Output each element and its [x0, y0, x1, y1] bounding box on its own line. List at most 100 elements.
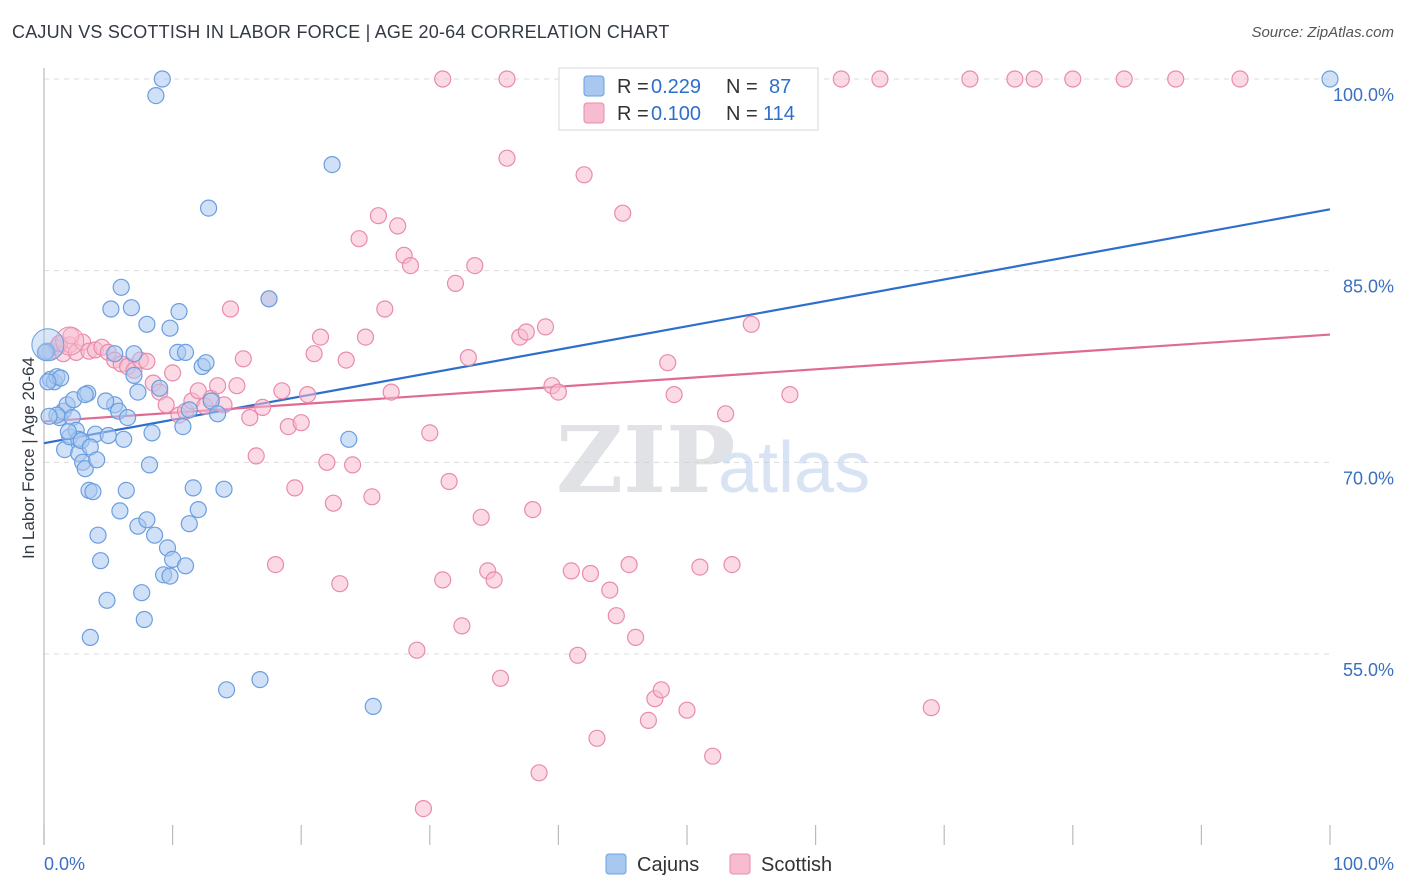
data-point-scottish	[350, 230, 368, 248]
data-point-cajuns	[189, 501, 207, 519]
data-point-scottish	[247, 447, 265, 465]
data-point-cajuns	[153, 70, 171, 88]
data-point-cajuns	[129, 383, 147, 401]
data-point-scottish	[299, 386, 317, 404]
data-point-scottish	[601, 581, 619, 599]
data-point-scottish	[472, 508, 490, 526]
data-point-cajuns	[125, 366, 143, 384]
data-point-scottish	[614, 204, 632, 222]
data-point-scottish	[434, 571, 452, 589]
data-point-scottish	[62, 327, 80, 345]
data-point-scottish	[157, 396, 175, 414]
data-point-scottish	[414, 799, 432, 818]
data-point-cajuns	[1321, 70, 1339, 88]
data-point-cajuns	[99, 426, 117, 445]
data-point-scottish	[575, 166, 593, 184]
data-point-scottish	[221, 300, 240, 318]
gridlines	[44, 78, 1330, 655]
data-point-cajuns	[59, 423, 78, 441]
data-point-scottish	[549, 383, 568, 401]
data-point-scottish	[723, 555, 741, 574]
data-point-cajuns	[115, 430, 133, 448]
data-point-scottish	[408, 641, 426, 659]
data-point-scottish	[832, 70, 850, 88]
data-point-scottish	[871, 70, 889, 88]
data-point-scottish	[369, 207, 387, 225]
x-tick-label: 100.0%	[1333, 854, 1394, 874]
data-point-scottish	[691, 558, 709, 576]
data-point-scottish	[209, 377, 227, 395]
legend-r-label-scottish: R =	[617, 103, 649, 125]
data-point-cajuns	[138, 511, 156, 529]
data-point-scottish	[266, 555, 285, 574]
data-point-scottish	[363, 488, 381, 506]
data-point-cajuns	[151, 379, 169, 397]
data-point-cajuns	[176, 557, 195, 575]
data-point-cajuns	[84, 483, 102, 501]
data-point-cajuns	[180, 515, 198, 533]
data-point-scottish	[382, 383, 400, 401]
data-point-cajuns	[118, 409, 137, 427]
data-point-scottish	[292, 414, 310, 432]
data-point-cajuns	[91, 552, 110, 570]
y-axis-title: In Labor Force | Age 20-64	[19, 357, 38, 559]
data-point-cajuns	[76, 460, 94, 478]
data-point-scottish	[234, 350, 252, 368]
data-point-scottish	[459, 349, 477, 367]
data-point-scottish	[639, 711, 658, 730]
data-point-cajuns	[176, 343, 195, 361]
data-point-scottish	[581, 564, 600, 583]
data-point-scottish	[138, 352, 156, 370]
data-point-cajuns	[81, 628, 99, 647]
data-point-scottish	[331, 575, 349, 593]
data-point-scottish	[376, 300, 394, 318]
data-point-scottish	[440, 472, 458, 491]
data-point-cajuns	[174, 418, 192, 436]
data-point-scottish-cluster	[55, 326, 85, 356]
data-point-scottish	[659, 354, 677, 372]
data-point-scottish	[569, 646, 587, 664]
data-point-scottish	[446, 274, 465, 292]
data-point-scottish	[1064, 70, 1082, 88]
data-point-scottish	[1231, 70, 1249, 88]
data-point-scottish	[254, 398, 272, 416]
data-point-cajuns	[106, 345, 124, 363]
data-point-scottish	[485, 571, 503, 589]
data-point-cajuns	[138, 315, 156, 333]
data-point-scottish	[498, 70, 516, 88]
data-point-cajuns	[147, 86, 165, 105]
data-point-scottish	[286, 479, 304, 497]
data-point-scottish	[164, 364, 182, 382]
data-point-scottish	[324, 494, 342, 512]
data-point-cajuns	[184, 479, 202, 497]
y-tick-label: 55.0%	[1343, 660, 1394, 680]
data-point-cajuns	[200, 199, 218, 217]
watermark: ZIP atlas	[556, 406, 870, 514]
data-point-scottish	[742, 315, 760, 333]
legend-r-label-cajuns: R =	[617, 76, 649, 98]
data-point-cajuns	[180, 401, 198, 419]
data-point-scottish	[620, 555, 638, 574]
data-point-cajuns	[146, 526, 164, 544]
data-point-scottish	[421, 424, 439, 442]
data-point-scottish	[665, 386, 683, 404]
data-point-scottish	[922, 699, 940, 717]
data-point-scottish	[678, 701, 696, 719]
data-point-scottish	[241, 409, 259, 427]
data-point-scottish	[498, 149, 516, 167]
data-point-cajuns	[76, 386, 94, 404]
data-point-cajuns	[197, 354, 215, 372]
data-point-scottish	[453, 617, 471, 635]
legend-n-value-cajuns: 87	[769, 76, 791, 98]
data-point-scottish	[305, 345, 323, 363]
legend-n-label-scottish: N =	[726, 103, 758, 125]
data-point-scottish	[273, 382, 291, 400]
series-cajuns	[31, 70, 1339, 716]
data-point-cajuns	[133, 584, 151, 602]
data-point-scottish	[344, 456, 362, 474]
data-point-cajuns	[140, 456, 159, 474]
bottom-legend-swatch-cajuns	[605, 853, 627, 875]
data-point-scottish	[1006, 70, 1024, 88]
legend-r-value-scottish: 0.100	[651, 103, 701, 125]
